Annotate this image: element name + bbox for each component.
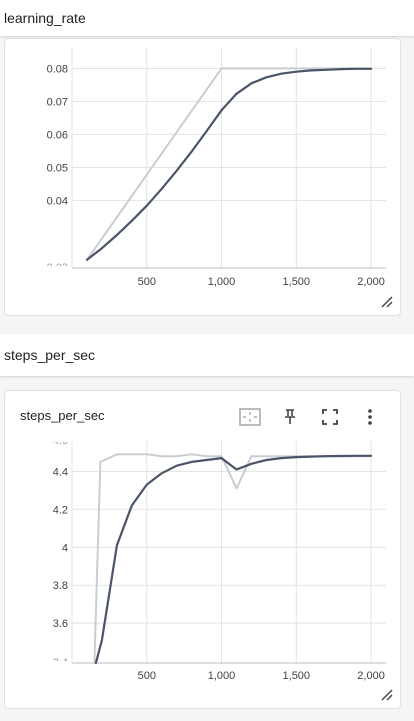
card-toolbar: [230, 404, 390, 430]
y-tick-label: 0.04: [47, 195, 68, 207]
resize-handle-icon[interactable]: [380, 295, 394, 309]
chart-card-steps-per-sec: steps_per_sec: [4, 390, 401, 709]
y-tick-label-cutoff: 4.6: [53, 435, 68, 447]
resize-handle-icon[interactable]: [380, 688, 394, 702]
section-header-steps-per-sec[interactable]: steps_per_sec: [0, 334, 414, 376]
card-title: steps_per_sec: [20, 408, 105, 423]
chart-card-learning-rate: 0.04 0.05 0.06 0.07 0.08 500 1,000 1,500 2,000 0.…: [4, 38, 401, 316]
section-header-learning-rate[interactable]: learning_rate: [0, 0, 414, 36]
steps-per-sec-chart[interactable]: 3.6 3.8 4 4.2 4.4 500 1,000 1,500 2,000 3.4 4.6: [5, 391, 401, 691]
y-tick-label: 0.05: [47, 162, 68, 174]
y-tick-label: 3.8: [53, 580, 68, 592]
y-tick-label-cutoff: 3.4: [53, 657, 68, 669]
fit-domain-button[interactable]: [230, 404, 270, 430]
y-tick-label: 4: [62, 542, 68, 554]
x-tick-label: 1,000: [208, 670, 236, 682]
y-tick-label: 3.6: [53, 618, 68, 630]
pin-button[interactable]: [270, 404, 310, 430]
y-tick-label: 0.08: [47, 63, 68, 75]
x-tick-label: 2,000: [357, 276, 385, 288]
raw-series-line: [86, 67, 372, 261]
grid: 3.6 3.8 4 4.2 4.4 500 1,000 1,500 2,000: [53, 441, 386, 682]
x-tick-label: 500: [138, 670, 156, 682]
x-tick-label: 1,500: [283, 670, 311, 682]
fullscreen-button[interactable]: [310, 404, 350, 430]
y-tick-label: 4.4: [53, 466, 68, 478]
y-tick-label: 4.2: [53, 504, 68, 516]
more-options-button[interactable]: [350, 404, 390, 430]
more-vert-icon: [368, 409, 372, 425]
fit-domain-icon: [239, 408, 261, 426]
learning-rate-chart[interactable]: 0.04 0.05 0.06 0.07 0.08 500 1,000 1,500 2,000 0.…: [5, 39, 401, 289]
fullscreen-icon: [322, 409, 338, 425]
x-tick-label: 2,000: [357, 670, 385, 682]
section-title: learning_rate: [4, 10, 86, 26]
y-tick-label-cutoff: 0.03: [47, 262, 68, 274]
y-tick-label: 0.07: [47, 96, 68, 108]
smoothed-series-line: [94, 454, 373, 665]
x-tick-label: 1,000: [208, 276, 236, 288]
smoothed-series-line: [85, 67, 373, 261]
raw-series-line: [93, 453, 372, 664]
x-tick-label: 1,500: [283, 276, 311, 288]
x-tick-label: 500: [138, 276, 156, 288]
section-title: steps_per_sec: [4, 347, 96, 363]
y-tick-label: 0.06: [47, 129, 68, 141]
pin-icon: [285, 409, 295, 424]
